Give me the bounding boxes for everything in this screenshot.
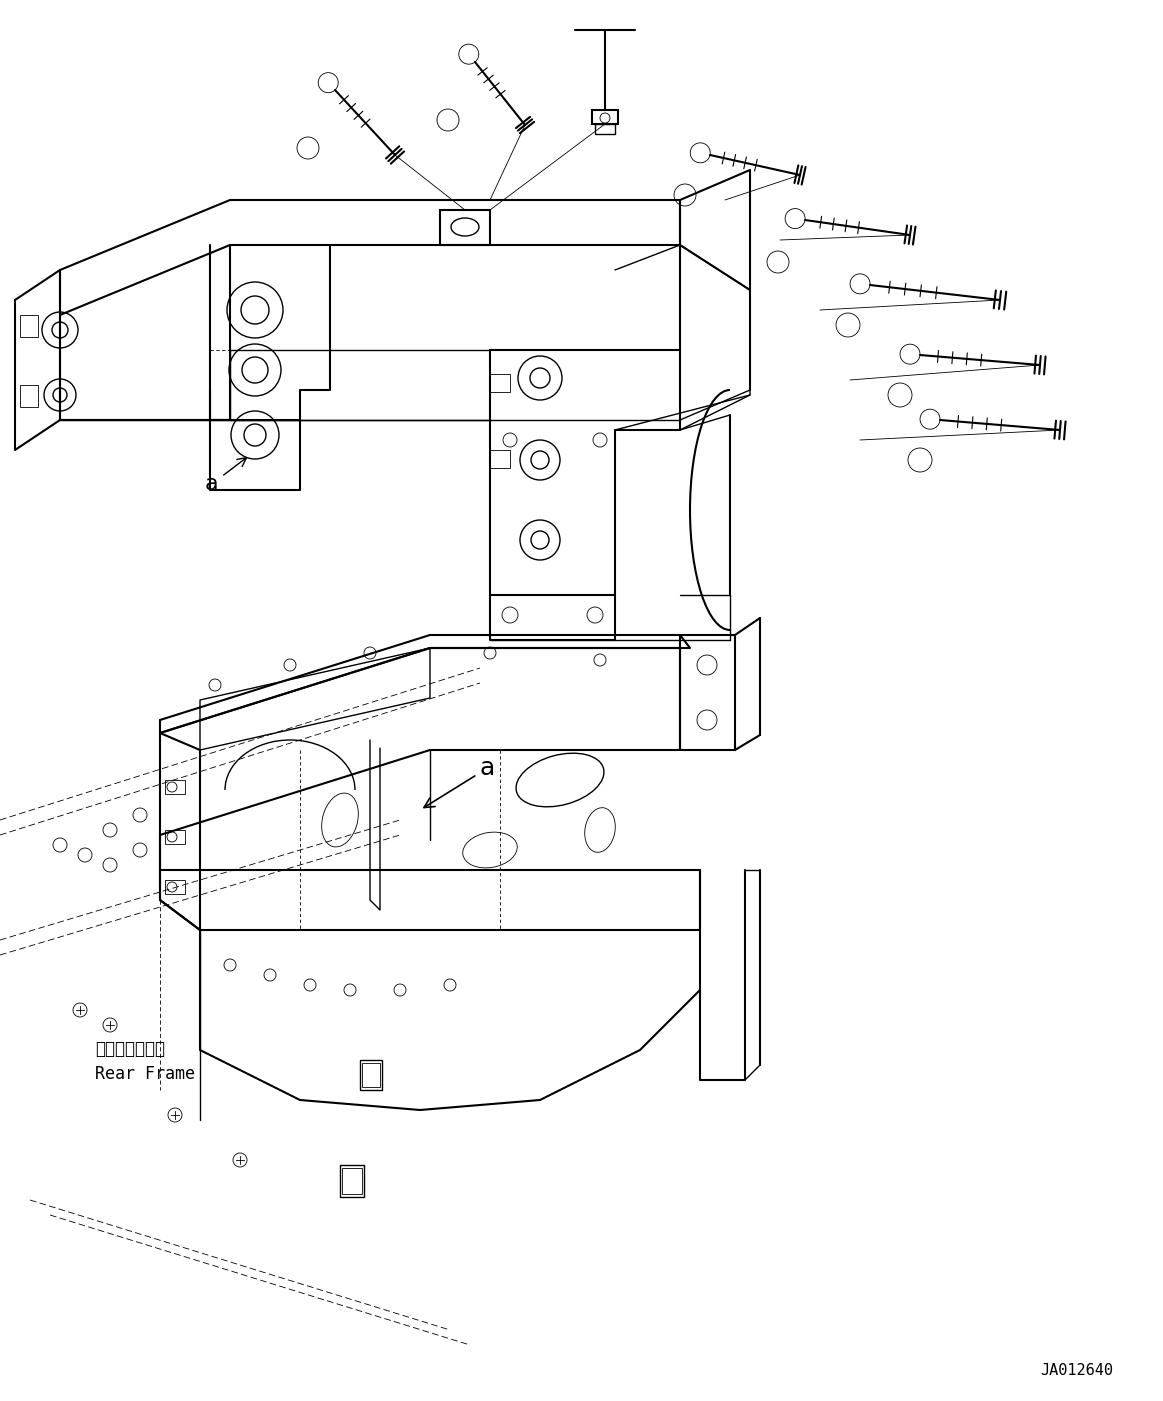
Bar xyxy=(165,780,185,794)
Text: Rear Frame: Rear Frame xyxy=(95,1065,195,1083)
Bar xyxy=(490,374,511,392)
Text: リヤーフレーム: リヤーフレーム xyxy=(95,1040,165,1058)
Text: a: a xyxy=(424,757,495,807)
Bar xyxy=(361,1061,381,1090)
Bar xyxy=(490,450,511,468)
Bar xyxy=(165,880,185,894)
Bar xyxy=(592,111,618,125)
Bar xyxy=(165,829,185,843)
Bar xyxy=(340,1166,364,1196)
Bar xyxy=(440,210,490,245)
Bar xyxy=(342,1168,362,1194)
Bar xyxy=(20,315,38,338)
Text: a: a xyxy=(205,458,247,495)
Bar xyxy=(362,1063,380,1087)
Bar xyxy=(20,385,38,408)
Text: JA012640: JA012640 xyxy=(1040,1363,1113,1379)
Bar xyxy=(595,125,615,134)
